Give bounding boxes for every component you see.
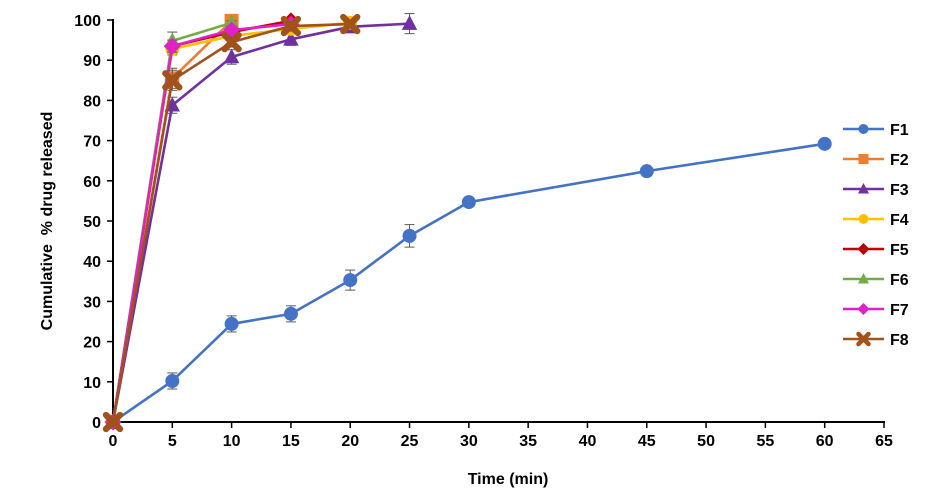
axes: 0 10 20 30 40 50 60 70 80 90 100 0 5 10 15 20 25 30 35 40 45… <box>74 13 893 450</box>
y-axis-title: Cumulative % drug released <box>39 112 56 331</box>
data-point <box>283 306 298 321</box>
x-tick-label: 30 <box>460 433 478 450</box>
legend-label: F6 <box>890 272 909 289</box>
data-point <box>165 373 180 388</box>
legend-item-f3: F3 <box>843 182 909 199</box>
data-point <box>102 411 124 433</box>
marker-stroke <box>340 13 361 35</box>
data-point <box>401 15 418 30</box>
series-line <box>111 22 410 423</box>
data-point <box>402 228 417 243</box>
x-tick-label: 45 <box>638 433 656 450</box>
x-tick-label: 55 <box>756 433 774 450</box>
y-tick-label: 70 <box>83 134 101 151</box>
data-point <box>163 37 181 55</box>
y-tick-label: 80 <box>83 93 101 110</box>
legend-label: F5 <box>890 242 909 259</box>
series-f8 <box>102 13 361 433</box>
legend-label: F2 <box>890 152 909 169</box>
data-point <box>223 48 240 64</box>
marker-stroke <box>856 331 871 347</box>
series-f3 <box>105 13 418 429</box>
x-tick-label: 25 <box>401 433 419 450</box>
legend-marker <box>858 124 869 134</box>
legend-item-f6: F6 <box>843 272 909 289</box>
x-tick-label: 35 <box>519 433 537 450</box>
y-tick-label: 100 <box>74 13 101 30</box>
data-point <box>221 31 242 53</box>
y-tick-label: 90 <box>83 53 101 70</box>
series-line <box>112 142 825 424</box>
data-point <box>280 15 302 37</box>
marker-stroke <box>102 411 124 433</box>
legend-marker <box>857 303 870 315</box>
legend-label: F7 <box>890 302 909 319</box>
legend-item-f4: F4 <box>843 212 909 229</box>
data-point <box>461 195 476 210</box>
y-tick-label: 50 <box>83 214 101 231</box>
legend-marker <box>856 331 871 347</box>
data-point <box>283 30 299 46</box>
legend-label: F8 <box>890 332 909 349</box>
y-tick-label: 30 <box>83 294 101 311</box>
x-tick-label: 60 <box>816 433 834 450</box>
x-tick-label: 5 <box>168 433 177 450</box>
x-tick-label: 40 <box>579 433 597 450</box>
legend: F1 F2 F3 F4 F5 F6 F7 F8 <box>843 122 909 349</box>
legend-item-f1: F1 <box>843 122 909 139</box>
marker-stroke <box>280 15 302 37</box>
y-tick-label: 40 <box>83 254 101 271</box>
marker-stroke <box>221 31 242 53</box>
legend-label: F3 <box>890 182 909 199</box>
x-axis-title: Time (min) <box>468 471 549 488</box>
legend-marker <box>858 214 869 224</box>
series-f5 <box>104 12 300 431</box>
data-point <box>343 273 358 288</box>
marker-stroke <box>162 70 183 91</box>
y-tick-label: 60 <box>83 174 101 191</box>
data-point <box>162 70 183 91</box>
x-tick-label: 50 <box>697 433 715 450</box>
series-f7 <box>104 15 300 431</box>
y-tick-label: 20 <box>83 335 101 352</box>
data-point <box>817 136 832 151</box>
x-tick-label: 20 <box>341 433 359 450</box>
x-tick-label: 10 <box>223 433 241 450</box>
x-tick-label: 0 <box>109 433 118 450</box>
plot-area <box>102 12 832 433</box>
legend-marker <box>858 183 869 194</box>
legend-label: F1 <box>890 122 909 139</box>
legend-item-f2: F2 <box>843 152 909 169</box>
series-f1 <box>106 136 832 429</box>
legend-item-f7: F7 <box>843 302 909 319</box>
legend-item-f8: F8 <box>843 331 909 349</box>
x-tick-label: 15 <box>282 433 300 450</box>
legend-marker <box>858 154 869 164</box>
legend-marker <box>857 243 870 255</box>
data-point <box>639 164 654 179</box>
legend-label: F4 <box>890 212 909 229</box>
series-line <box>111 22 351 423</box>
legend-item-f5: F5 <box>843 242 909 259</box>
x-tick-label: 65 <box>875 433 893 450</box>
data-point <box>224 316 239 331</box>
y-tick-label: 10 <box>83 375 101 392</box>
data-point <box>340 13 361 35</box>
y-tick-label: 0 <box>92 415 101 432</box>
legend-marker <box>858 273 869 284</box>
series-line <box>111 22 292 423</box>
